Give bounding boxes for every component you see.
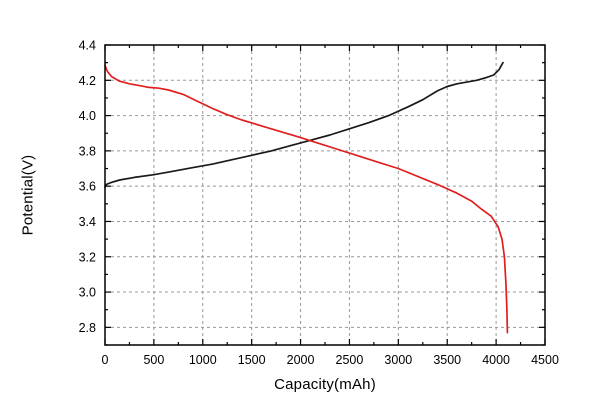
svg-text:4.0: 4.0	[79, 109, 96, 123]
svg-text:4000: 4000	[482, 353, 510, 367]
svg-text:3.2: 3.2	[79, 250, 96, 264]
svg-text:4500: 4500	[531, 353, 559, 367]
svg-text:2000: 2000	[287, 353, 315, 367]
svg-text:4.2: 4.2	[79, 74, 96, 88]
x-axis-label: Capacity(mAh)	[274, 376, 376, 393]
svg-text:3.6: 3.6	[79, 180, 96, 194]
svg-text:1500: 1500	[238, 353, 266, 367]
svg-text:3000: 3000	[384, 353, 412, 367]
svg-text:3.4: 3.4	[79, 215, 96, 229]
svg-text:2500: 2500	[336, 353, 364, 367]
svg-text:3.8: 3.8	[79, 144, 96, 158]
svg-text:1000: 1000	[189, 353, 217, 367]
svg-text:500: 500	[143, 353, 164, 367]
svg-text:2.8: 2.8	[79, 321, 96, 335]
y-axis-label: Potential(V)	[19, 154, 37, 236]
svg-text:0: 0	[102, 353, 109, 367]
svg-text:3.0: 3.0	[79, 286, 96, 300]
svg-text:4.4: 4.4	[79, 39, 96, 53]
svg-text:3500: 3500	[433, 353, 461, 367]
